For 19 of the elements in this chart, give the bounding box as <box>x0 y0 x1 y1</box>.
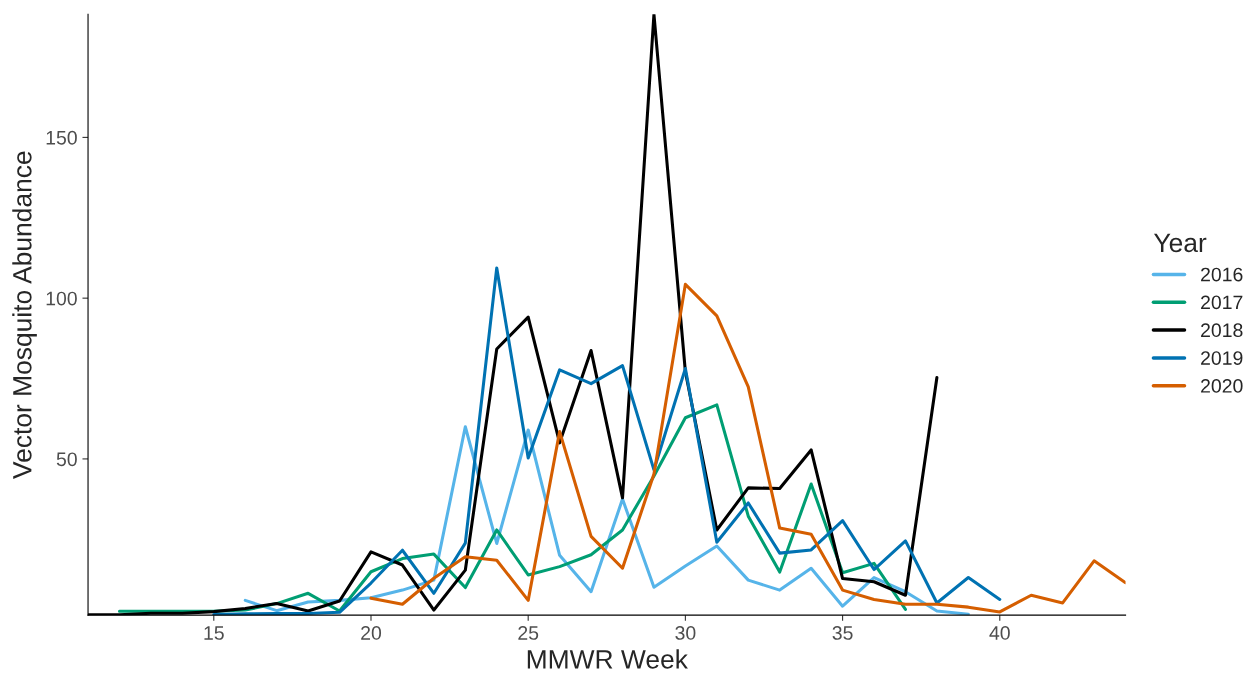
y-tick-label: 100 <box>46 291 77 306</box>
legend-title: Year <box>1154 233 1207 253</box>
line-series <box>212 266 1002 616</box>
x-tick-label: 15 <box>204 626 224 640</box>
y-tick-label: 50 <box>56 452 77 467</box>
legend-label: 2019 <box>1201 351 1243 365</box>
legend-label: 2017 <box>1201 295 1243 310</box>
legend-label: 2016 <box>1201 267 1243 282</box>
x-tick-label: 35 <box>832 626 853 640</box>
x-tick-label: 40 <box>989 626 1010 640</box>
x-axis-title: MMWR Week <box>527 649 688 669</box>
y-tick-label: 150 <box>46 130 77 145</box>
legend-label: 2018 <box>1201 323 1243 338</box>
x-tick-label: 25 <box>518 626 539 640</box>
legend-label: 2020 <box>1201 379 1243 393</box>
y-axis-title: Vector Mosquito Abundance <box>12 151 37 479</box>
x-tick-label: 30 <box>675 626 696 640</box>
line-series <box>369 282 1126 614</box>
x-tick-label: 20 <box>361 626 382 640</box>
